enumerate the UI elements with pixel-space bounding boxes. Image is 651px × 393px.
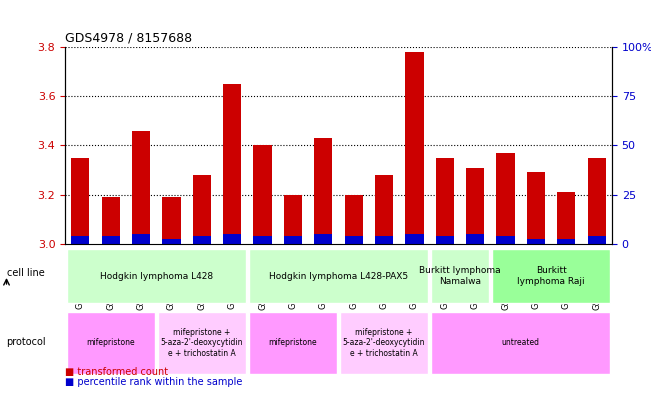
Bar	[527, 173, 545, 244]
Bar	[102, 236, 120, 244]
FancyBboxPatch shape	[431, 249, 489, 303]
Bar	[588, 158, 606, 244]
FancyBboxPatch shape	[249, 312, 337, 374]
Bar	[314, 234, 333, 244]
Bar	[71, 158, 89, 244]
FancyBboxPatch shape	[492, 249, 611, 303]
Text: cell line: cell line	[7, 268, 44, 278]
Bar	[497, 153, 515, 244]
Bar	[223, 84, 242, 244]
Bar	[344, 236, 363, 244]
Bar	[193, 175, 211, 244]
Text: Burkitt
lymphoma Raji: Burkitt lymphoma Raji	[518, 266, 585, 286]
Bar	[375, 175, 393, 244]
Text: mifepristone +
5-aza-2'-deoxycytidin
e + trichostatin A: mifepristone + 5-aza-2'-deoxycytidin e +…	[161, 328, 243, 358]
FancyBboxPatch shape	[66, 249, 246, 303]
Bar	[284, 195, 302, 244]
Bar	[253, 236, 271, 244]
Text: Hodgkin lymphoma L428-PAX5: Hodgkin lymphoma L428-PAX5	[269, 272, 408, 281]
Bar	[223, 234, 242, 244]
FancyBboxPatch shape	[158, 312, 246, 374]
FancyBboxPatch shape	[340, 312, 428, 374]
Bar	[557, 239, 575, 244]
FancyBboxPatch shape	[431, 312, 611, 374]
Bar	[253, 145, 271, 244]
Bar	[162, 197, 180, 244]
Text: ■ transformed count: ■ transformed count	[65, 367, 168, 377]
Text: protocol: protocol	[7, 337, 46, 347]
Bar	[132, 234, 150, 244]
Bar	[375, 236, 393, 244]
Bar	[102, 197, 120, 244]
Text: GDS4978 / 8157688: GDS4978 / 8157688	[65, 31, 192, 44]
Bar	[71, 236, 89, 244]
Bar	[193, 236, 211, 244]
Text: Hodgkin lymphoma L428: Hodgkin lymphoma L428	[100, 272, 213, 281]
FancyBboxPatch shape	[249, 249, 428, 303]
Bar	[588, 236, 606, 244]
Text: untreated: untreated	[502, 338, 540, 347]
Bar	[557, 192, 575, 244]
Text: mifepristone: mifepristone	[269, 338, 317, 347]
Text: mifepristone: mifepristone	[87, 338, 135, 347]
FancyBboxPatch shape	[66, 312, 155, 374]
Bar	[344, 195, 363, 244]
Bar	[466, 234, 484, 244]
Bar	[406, 234, 424, 244]
Bar	[314, 138, 333, 244]
Bar	[436, 158, 454, 244]
Bar	[406, 52, 424, 244]
Bar	[132, 131, 150, 244]
Bar	[284, 236, 302, 244]
Bar	[466, 167, 484, 244]
Bar	[162, 239, 180, 244]
Text: Burkitt lymphoma
Namalwa: Burkitt lymphoma Namalwa	[419, 266, 501, 286]
Bar	[527, 239, 545, 244]
Text: mifepristone +
5-aza-2'-deoxycytidin
e + trichostatin A: mifepristone + 5-aza-2'-deoxycytidin e +…	[343, 328, 425, 358]
Text: ■ percentile rank within the sample: ■ percentile rank within the sample	[65, 377, 242, 387]
Bar	[436, 236, 454, 244]
Bar	[497, 236, 515, 244]
